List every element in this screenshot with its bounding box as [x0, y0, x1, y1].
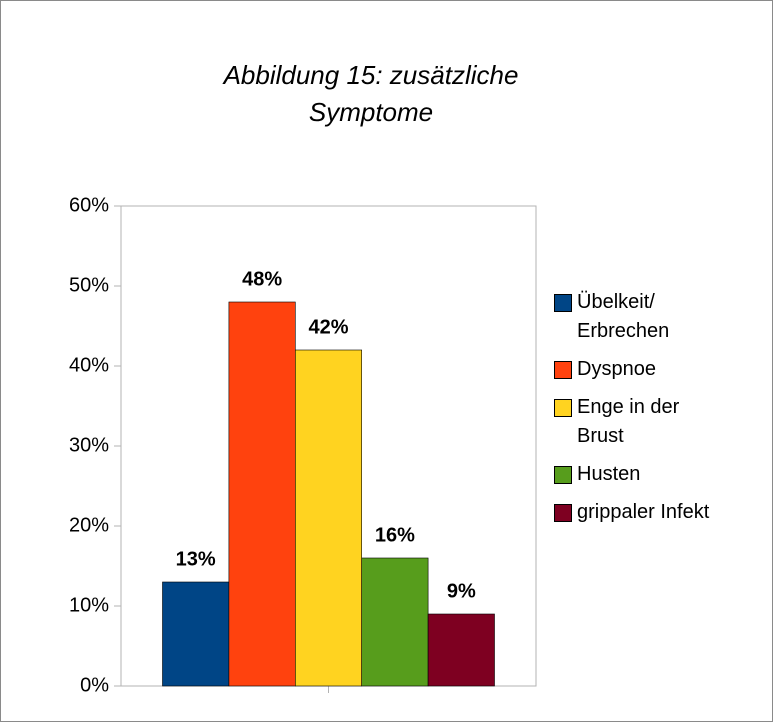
legend-swatch [554, 361, 572, 379]
legend-item: Dyspnoe [554, 355, 727, 384]
y-tick-label: 60% [69, 194, 109, 216]
legend-swatch [554, 504, 572, 522]
legend-label: Enge in der Brust [577, 396, 680, 447]
legend-label: Übelkeit/ Erbrechen [577, 291, 670, 342]
bar [427, 613, 495, 687]
legend-item: Übelkeit/ Erbrechen [554, 288, 727, 346]
legend-label: grippaler Infekt [577, 501, 710, 523]
y-tick-label: 50% [69, 274, 109, 296]
legend-item: Husten [554, 460, 727, 489]
value-label: 13% [176, 548, 216, 570]
bar [361, 557, 429, 687]
value-label: 42% [308, 316, 348, 338]
bar [294, 349, 362, 687]
value-label: 48% [242, 268, 282, 290]
legend-item: grippaler Infekt [554, 498, 727, 527]
legend-item: Enge in der Brust [554, 393, 727, 451]
bar [162, 581, 230, 687]
value-label: 9% [447, 580, 476, 602]
y-tick-label: 0% [80, 674, 109, 696]
y-tick-label: 10% [69, 594, 109, 616]
legend-swatch [554, 466, 572, 484]
legend-label: Husten [577, 463, 641, 485]
legend-swatch [554, 294, 572, 312]
bar [228, 301, 296, 687]
legend-swatch [554, 399, 572, 417]
chart-title: Abbildung 15: zusätzliche Symptome [223, 60, 519, 127]
y-tick-label: 40% [69, 354, 109, 376]
legend: Übelkeit/ Erbrechen Dyspnoe Enge in der Br… [554, 288, 754, 536]
y-tick-label: 30% [69, 434, 109, 456]
value-label: 16% [375, 524, 415, 546]
legend-label: Dyspnoe [577, 358, 656, 380]
y-tick-label: 20% [69, 514, 109, 536]
